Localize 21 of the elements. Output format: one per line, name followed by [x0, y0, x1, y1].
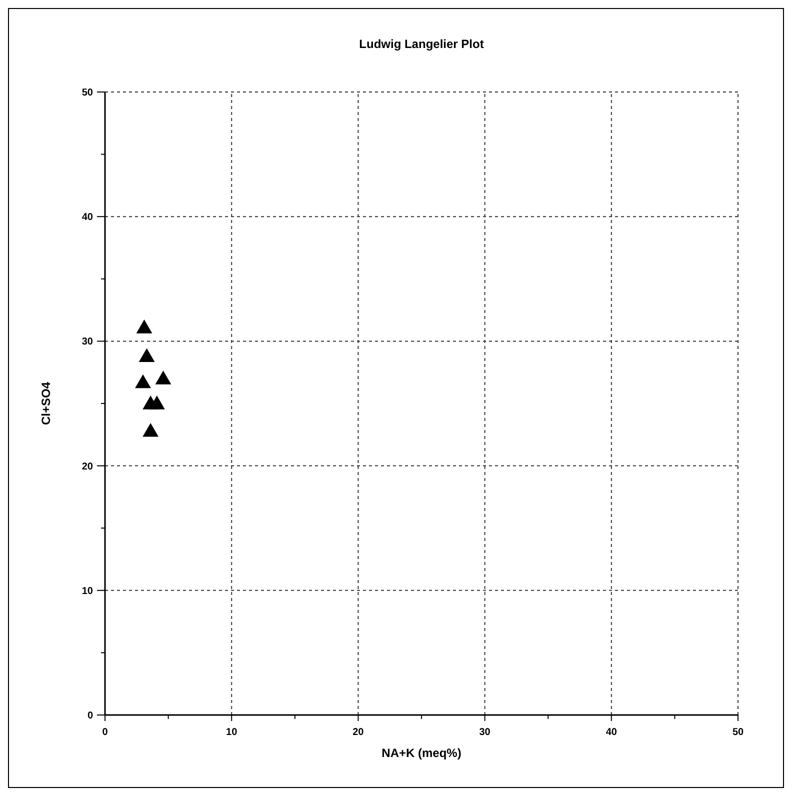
point: [136, 320, 152, 334]
x-tick-label: 30: [479, 727, 491, 738]
y-tick-label: 40: [82, 212, 94, 224]
point: [142, 422, 159, 437]
y-axis-title: Cl+SO4: [39, 382, 53, 426]
y-tick-label: 30: [82, 336, 94, 348]
point: [135, 374, 151, 388]
x-axis-title: NA+K (meq%): [382, 746, 462, 760]
y-tick-label: 10: [82, 586, 94, 597]
x-tick-label: 40: [606, 727, 618, 738]
point: [148, 396, 165, 410]
x-tick-label: 0: [102, 727, 108, 738]
x-tick-label: 10: [226, 727, 238, 738]
chart-title: Ludwig Langelier Plot: [359, 37, 484, 51]
x-tick-label: 50: [732, 727, 744, 738]
y-tick-label: 0: [87, 710, 94, 722]
y-tick-label: 50: [82, 88, 94, 98]
point: [155, 370, 172, 384]
point: [138, 348, 155, 362]
y-tick-label: 20: [82, 461, 94, 472]
x-tick-label: 20: [352, 727, 364, 738]
